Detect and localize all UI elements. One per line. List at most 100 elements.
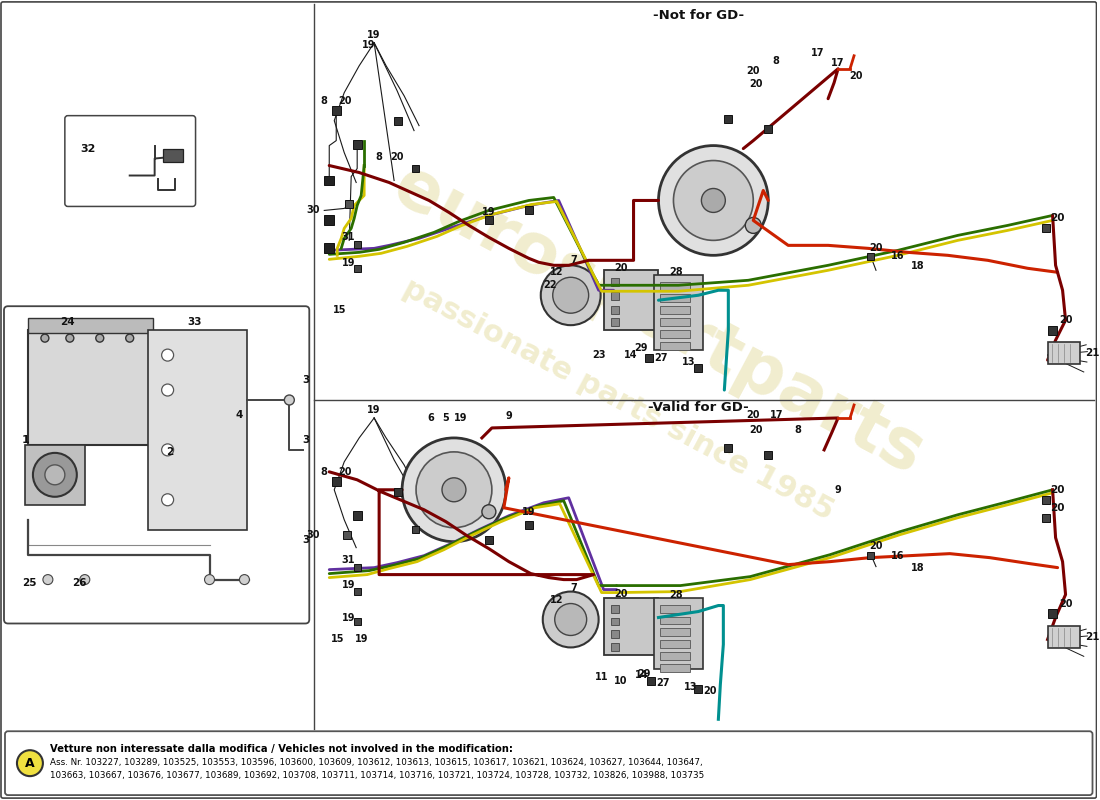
Bar bbox=[660, 330, 691, 338]
Text: 19: 19 bbox=[355, 634, 368, 645]
Text: 17: 17 bbox=[812, 48, 825, 58]
Bar bbox=[324, 243, 334, 254]
Circle shape bbox=[403, 438, 506, 542]
Bar bbox=[28, 318, 153, 333]
Text: 13: 13 bbox=[682, 357, 695, 367]
Text: Ass. Nr. 103227, 103289, 103525, 103553, 103596, 103600, 103609, 103612, 103613,: Ass. Nr. 103227, 103289, 103525, 103553,… bbox=[50, 758, 703, 766]
Bar bbox=[1042, 514, 1049, 522]
Text: 11: 11 bbox=[595, 672, 608, 682]
Circle shape bbox=[33, 453, 77, 497]
Text: A: A bbox=[25, 757, 35, 770]
Text: 8: 8 bbox=[321, 467, 328, 477]
Bar bbox=[660, 617, 691, 625]
Bar bbox=[354, 564, 361, 571]
Text: 9: 9 bbox=[835, 485, 842, 494]
Bar bbox=[645, 354, 652, 362]
Circle shape bbox=[482, 505, 496, 518]
Bar bbox=[867, 253, 873, 260]
Text: 30: 30 bbox=[307, 206, 320, 215]
Bar bbox=[660, 629, 691, 637]
Text: 20: 20 bbox=[1050, 502, 1065, 513]
Text: 23: 23 bbox=[592, 350, 605, 360]
Text: 32: 32 bbox=[80, 143, 96, 154]
Bar bbox=[353, 511, 362, 520]
Circle shape bbox=[659, 146, 768, 255]
FancyBboxPatch shape bbox=[65, 116, 196, 206]
Text: 103663, 103667, 103676, 103677, 103689, 103692, 103708, 103711, 103714, 103716, : 103663, 103667, 103676, 103677, 103689, … bbox=[50, 770, 704, 780]
Bar bbox=[354, 618, 361, 625]
Bar bbox=[660, 294, 691, 302]
Bar bbox=[332, 478, 341, 486]
Text: 20: 20 bbox=[339, 467, 352, 477]
Bar bbox=[324, 175, 334, 186]
Bar bbox=[660, 282, 691, 290]
Text: 20: 20 bbox=[1050, 214, 1065, 223]
Bar bbox=[485, 536, 493, 544]
Text: 25: 25 bbox=[22, 578, 36, 587]
Text: 20: 20 bbox=[869, 243, 882, 254]
Bar bbox=[604, 598, 659, 655]
Bar bbox=[660, 664, 691, 672]
Text: 20: 20 bbox=[749, 425, 763, 435]
Text: 29: 29 bbox=[634, 343, 647, 353]
Text: 17: 17 bbox=[770, 410, 783, 420]
FancyBboxPatch shape bbox=[6, 731, 1092, 795]
Bar bbox=[724, 114, 733, 122]
FancyBboxPatch shape bbox=[4, 306, 309, 623]
Circle shape bbox=[162, 349, 174, 361]
Bar bbox=[1048, 609, 1057, 618]
Circle shape bbox=[43, 574, 53, 585]
Bar bbox=[411, 526, 418, 533]
Circle shape bbox=[240, 574, 250, 585]
Text: 1: 1 bbox=[22, 435, 30, 445]
Circle shape bbox=[162, 494, 174, 506]
Text: 3: 3 bbox=[302, 534, 309, 545]
Bar bbox=[724, 444, 733, 452]
Text: 14: 14 bbox=[624, 350, 637, 360]
Text: 16: 16 bbox=[891, 251, 904, 262]
Text: 28: 28 bbox=[670, 267, 683, 278]
Text: 19: 19 bbox=[482, 207, 496, 218]
Text: 27: 27 bbox=[657, 678, 670, 688]
Bar bbox=[1042, 225, 1049, 232]
Bar bbox=[610, 278, 618, 286]
Text: 7: 7 bbox=[570, 582, 578, 593]
Bar bbox=[610, 306, 618, 314]
Bar bbox=[394, 117, 403, 125]
Bar bbox=[694, 686, 703, 694]
Text: 20: 20 bbox=[749, 78, 763, 89]
Text: 15: 15 bbox=[330, 634, 344, 645]
Circle shape bbox=[162, 444, 174, 456]
Bar bbox=[660, 306, 691, 314]
Circle shape bbox=[45, 465, 65, 485]
Text: 13: 13 bbox=[684, 682, 697, 692]
Circle shape bbox=[416, 452, 492, 528]
Text: 8: 8 bbox=[321, 96, 328, 106]
Bar bbox=[354, 588, 361, 595]
Text: 19: 19 bbox=[341, 258, 355, 268]
Bar bbox=[147, 330, 248, 530]
Bar bbox=[610, 630, 618, 638]
Bar bbox=[604, 270, 659, 330]
Text: 20: 20 bbox=[1059, 315, 1072, 325]
Circle shape bbox=[284, 395, 295, 405]
Text: 19: 19 bbox=[362, 40, 376, 50]
Text: 20: 20 bbox=[390, 151, 404, 162]
Text: 3: 3 bbox=[302, 435, 309, 445]
Text: 18: 18 bbox=[911, 262, 925, 271]
Text: 8: 8 bbox=[773, 56, 780, 66]
Text: 19: 19 bbox=[367, 405, 381, 415]
Circle shape bbox=[442, 478, 466, 502]
Circle shape bbox=[41, 334, 48, 342]
Bar bbox=[647, 678, 654, 686]
Bar bbox=[660, 605, 691, 613]
Text: 33: 33 bbox=[187, 317, 201, 327]
Text: 20: 20 bbox=[747, 66, 760, 76]
Bar bbox=[1047, 342, 1079, 364]
Circle shape bbox=[96, 334, 103, 342]
Text: 7: 7 bbox=[570, 255, 578, 266]
Text: 22: 22 bbox=[543, 280, 557, 290]
Text: 28: 28 bbox=[670, 590, 683, 599]
Bar bbox=[1042, 496, 1049, 504]
Bar bbox=[867, 552, 873, 559]
